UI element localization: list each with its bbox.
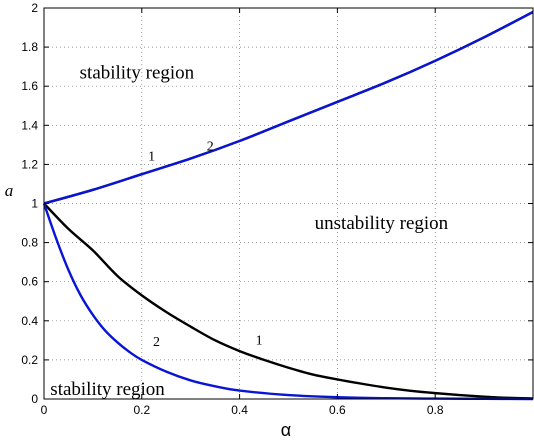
grid-layer	[44, 8, 533, 399]
y-tick-label: 1.4	[21, 118, 38, 132]
y-tick-label: 1.2	[21, 157, 38, 171]
region-annotation: unstability region	[315, 213, 449, 234]
series-line-2	[43, 10, 534, 205]
region-annotation: stability region	[50, 379, 165, 400]
region-annotation: stability region	[80, 63, 195, 84]
series-line-3	[43, 202, 534, 400]
x-tick-label: 0.2	[133, 403, 150, 417]
y-axis-label: a	[5, 181, 14, 200]
x-axis-label: α	[281, 420, 291, 440]
y-tick-label: 1	[31, 197, 38, 211]
y-tick-label: 0.2	[21, 353, 38, 367]
x-tick-label: 0	[41, 403, 48, 417]
text-layer: 1 2 1 2 stability region unstability region st…	[50, 63, 448, 401]
y-tick-label: 0.6	[21, 275, 38, 289]
series-line-4	[42, 203, 534, 401]
curve-number-label: 1	[256, 333, 263, 348]
x-tick-label: 0.6	[329, 403, 346, 417]
y-tick-label: 1.8	[21, 40, 38, 54]
curve-number-label: 1	[148, 149, 155, 164]
y-tick-label: 1.6	[21, 79, 38, 93]
curve-number-label: 2	[207, 140, 214, 155]
x-tick-label: 0.8	[427, 403, 444, 417]
y-tick-label: 0.4	[21, 314, 38, 328]
series-layer	[42, 10, 534, 401]
tick-layer: 0 0.2 0.4 0.6 0.8 0 0.2 0.4 0.6 0.8 1 1.2 1.4 1.6 1.8 2	[21, 1, 533, 417]
y-tick-label: 0.8	[21, 236, 38, 250]
curve-number-label: 2	[153, 335, 160, 350]
series-line-1	[43, 10, 534, 205]
y-tick-label: 0	[31, 392, 38, 406]
x-tick-label: 0.4	[231, 403, 248, 417]
y-tick-label: 2	[31, 1, 38, 15]
